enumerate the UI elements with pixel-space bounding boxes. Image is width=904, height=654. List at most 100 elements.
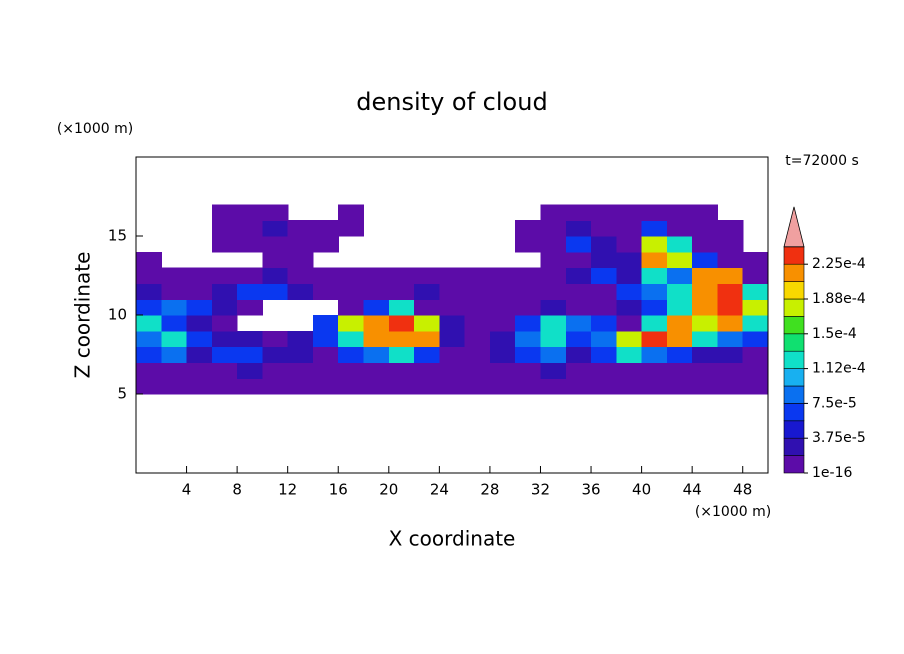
x-tick-label: 16 [329, 481, 348, 499]
contour-cell [489, 346, 516, 363]
contour-cell [414, 283, 440, 300]
contour-cell [186, 330, 213, 348]
contour-cell [616, 204, 643, 221]
contour-cell [262, 283, 289, 300]
colorbar-tick-label: 1.88e-4 [812, 291, 866, 307]
contour-cell [388, 362, 415, 379]
contour-cell [717, 299, 744, 316]
contour-cell [616, 362, 643, 379]
contour-cell [565, 362, 592, 379]
contour-cell [186, 346, 213, 363]
colorbar-tick-label: 1.12e-4 [812, 361, 866, 377]
x-axis-title: X coordinate [389, 527, 516, 551]
contour-cell [540, 236, 567, 253]
colorbar-tick-label: 7.5e-5 [812, 395, 857, 411]
contour-cell [464, 299, 491, 316]
contour-cell [414, 330, 440, 348]
chart-title: density of cloud [356, 88, 547, 116]
contour-cell [237, 378, 263, 395]
contour-cell [262, 330, 289, 348]
contour-cell [136, 299, 162, 316]
contour-cell [414, 346, 440, 363]
contour-cell [641, 204, 668, 221]
contour-cell [565, 315, 592, 332]
contour-cell [186, 283, 213, 300]
contour-cell [717, 378, 744, 395]
contour-cell [692, 204, 719, 221]
contour-cell [641, 236, 668, 253]
contour-cell [515, 267, 542, 284]
contour-cell [338, 204, 365, 221]
contour-cell [312, 236, 339, 253]
colorbar-box [783, 316, 805, 335]
contour-cell [136, 251, 162, 269]
contour-cell [388, 299, 415, 316]
contour-cell [211, 346, 238, 363]
contour-cell [388, 283, 415, 300]
contour-cell [287, 267, 314, 284]
contour-cell [211, 283, 238, 300]
contour-cell [540, 346, 567, 363]
contour-cell [742, 267, 769, 284]
contour-cell [363, 346, 390, 363]
contour-cell [692, 236, 719, 253]
contour-cell [666, 236, 693, 253]
contour-cell [692, 267, 719, 284]
contour-cell [717, 283, 744, 300]
contour-cell [641, 267, 668, 284]
contour-cell [641, 330, 668, 348]
contour-cell [742, 299, 769, 316]
contour-cell [414, 267, 440, 284]
contour-cell [287, 362, 314, 379]
contour-cell [211, 362, 238, 379]
contour-cell [312, 267, 339, 284]
colorbar-box [783, 403, 805, 422]
contour-cell [616, 378, 643, 395]
contour-cell [666, 220, 693, 237]
contour-cell [742, 330, 769, 348]
y-unit: (×1000 m) [57, 121, 133, 137]
contour-cell [565, 283, 592, 300]
contour-cell [161, 362, 188, 379]
colorbar-box [783, 420, 805, 439]
contour-cell [591, 346, 617, 363]
x-tick-label: 24 [430, 481, 449, 499]
contour-cell [489, 283, 516, 300]
contour-cell [641, 346, 668, 363]
contour-cell [616, 236, 643, 253]
contour-cell [565, 236, 592, 253]
contour-cell [237, 267, 263, 284]
contour-cell [262, 346, 289, 363]
contour-cell [591, 220, 617, 237]
contour-cell [363, 330, 390, 348]
contour-cell [717, 267, 744, 284]
contour-cell [515, 362, 542, 379]
contour-cell [464, 330, 491, 348]
x-tick-label: 8 [232, 481, 242, 499]
contour-cell [262, 362, 289, 379]
contour-cell [641, 299, 668, 316]
contour-cell [287, 378, 314, 395]
contour-cell [464, 283, 491, 300]
contour-cell [565, 267, 592, 284]
contour-cell [464, 346, 491, 363]
contour-cell [540, 220, 567, 237]
contour-cell [414, 315, 440, 332]
contour-cell [591, 283, 617, 300]
contour-cell [211, 315, 238, 332]
contour-cell [211, 330, 238, 348]
contour-cell [515, 378, 542, 395]
colorbar-box [783, 385, 805, 404]
contour-cell [616, 330, 643, 348]
contour-cell [338, 346, 365, 363]
colorbar-box [783, 333, 805, 352]
contour-cell [692, 283, 719, 300]
contour-cell [414, 299, 440, 316]
contour-cell [717, 315, 744, 332]
contour-cell [388, 346, 415, 363]
contour-cell [540, 330, 567, 348]
contour-cell [692, 251, 719, 269]
contour-cell [742, 346, 769, 363]
contour-cell [388, 315, 415, 332]
